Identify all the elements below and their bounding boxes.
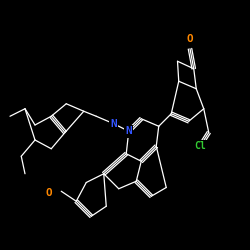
Text: N: N: [126, 126, 132, 136]
Text: O: O: [186, 34, 194, 44]
Text: N: N: [110, 119, 117, 129]
Text: Cl: Cl: [194, 141, 206, 151]
Text: O: O: [46, 188, 52, 198]
